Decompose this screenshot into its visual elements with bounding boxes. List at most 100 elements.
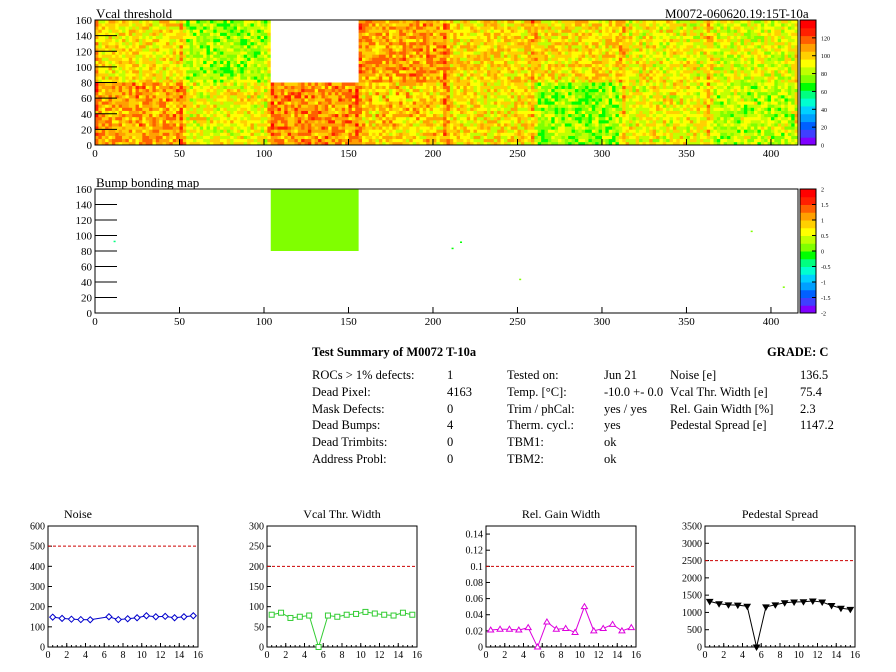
vcal-cell	[203, 54, 207, 58]
vcal-cell	[662, 70, 667, 74]
vcal-cell	[152, 29, 157, 33]
vcal-cell	[625, 41, 630, 46]
vcal-cell	[196, 91, 201, 96]
vcal-cell	[524, 66, 528, 71]
vcal-cell	[182, 23, 187, 27]
vcal-cell	[618, 35, 623, 40]
vcal-cell	[490, 54, 495, 58]
vcal-cell	[206, 132, 211, 136]
vcal-cell	[149, 91, 153, 96]
vcal-cell	[250, 95, 255, 99]
vcal-cell	[757, 29, 762, 33]
vcal-cell	[642, 23, 647, 27]
vcal-cell	[666, 35, 670, 40]
vcal-cell	[466, 29, 471, 33]
vcal-cell	[463, 51, 468, 55]
vcal-cell	[750, 23, 755, 27]
vcal-cell	[216, 76, 221, 80]
vcal-cell	[189, 54, 194, 58]
vcal-cell	[720, 38, 724, 43]
vcal-cell	[510, 45, 515, 49]
vcal-cell	[240, 26, 245, 30]
vcal-cell	[530, 20, 535, 24]
vcal-cell	[179, 91, 184, 96]
vcal-cell	[193, 35, 197, 40]
vcal-cell	[591, 73, 596, 77]
vcal-cell	[287, 82, 292, 86]
vcal-cell	[135, 41, 140, 46]
vcal-cell	[263, 70, 268, 74]
vcal-cell	[554, 57, 559, 61]
vcal-cell	[696, 63, 701, 68]
vcal-cell	[642, 60, 647, 65]
vcal-cell	[172, 54, 177, 58]
vcal-cell	[250, 38, 255, 43]
vcal-cell	[240, 51, 245, 55]
vcal-cell	[500, 60, 505, 65]
vcal-cell	[794, 45, 799, 49]
vcal-cell	[497, 54, 501, 58]
vcal-cell	[794, 57, 799, 61]
vcal-cell	[743, 23, 748, 27]
vcal-cell	[497, 66, 501, 71]
vcal-cell	[122, 123, 126, 127]
vcal-cell	[608, 57, 613, 61]
vcal-cell	[419, 60, 424, 65]
vcal-cell	[220, 79, 224, 83]
vcal-cell	[250, 82, 255, 86]
vcal-cell	[449, 76, 454, 80]
vcal-cell	[372, 79, 376, 83]
vcal-cell	[132, 113, 136, 118]
vcal-cell	[294, 91, 299, 96]
vcal-cell	[446, 41, 451, 46]
vcal-cell	[774, 57, 779, 61]
vcal-cell	[162, 60, 167, 65]
vcal-cell	[155, 138, 160, 143]
vcal-cell	[243, 95, 248, 99]
vcal-cell	[159, 79, 163, 83]
vcal-cell	[571, 45, 576, 49]
vcal-cell	[689, 48, 694, 52]
vcal-cell	[247, 82, 251, 86]
vcal-cell	[236, 60, 241, 65]
vcal-cell	[733, 41, 738, 46]
vcal-cell	[95, 23, 99, 27]
vcal-cell	[149, 138, 153, 143]
vcal-cell	[122, 135, 126, 140]
vcal-cell	[257, 20, 261, 24]
vcal-cell	[101, 35, 106, 40]
vcal-cell	[240, 73, 245, 77]
vcal-cell	[503, 20, 508, 24]
vcal-cell	[125, 123, 130, 127]
vcal-cell	[669, 76, 674, 80]
vcal-cell	[132, 82, 136, 86]
vcal-cell	[111, 107, 116, 111]
vcal-cell	[169, 29, 174, 33]
vcal-cell	[138, 129, 143, 133]
vcal-cell	[98, 110, 103, 115]
vcal-cell	[764, 48, 768, 52]
vcal-cell	[666, 76, 670, 80]
vcal-cell	[382, 79, 386, 83]
vcal-cell	[605, 26, 610, 30]
vcal-cell	[743, 54, 748, 58]
vcal-cell	[422, 48, 427, 52]
vcal-cell	[534, 41, 539, 46]
vcal-cell	[162, 101, 167, 105]
vcal-cell	[230, 35, 234, 40]
vcal-cell	[683, 35, 687, 40]
vcal-cell	[737, 48, 741, 52]
vcal-cell	[236, 73, 241, 77]
vcal-cell	[662, 45, 667, 49]
vcal-cell	[233, 35, 238, 40]
vcal-cell	[301, 88, 305, 93]
vcal-cell	[111, 126, 116, 130]
vcal-cell	[595, 66, 599, 71]
vcal-cell	[284, 126, 288, 130]
vcal-cell	[260, 38, 265, 43]
vcal-cell	[764, 54, 768, 58]
vcal-cell	[487, 73, 491, 77]
vcal-cell	[260, 73, 265, 77]
vcal-cell	[122, 132, 126, 136]
vcal-cell	[226, 135, 231, 140]
